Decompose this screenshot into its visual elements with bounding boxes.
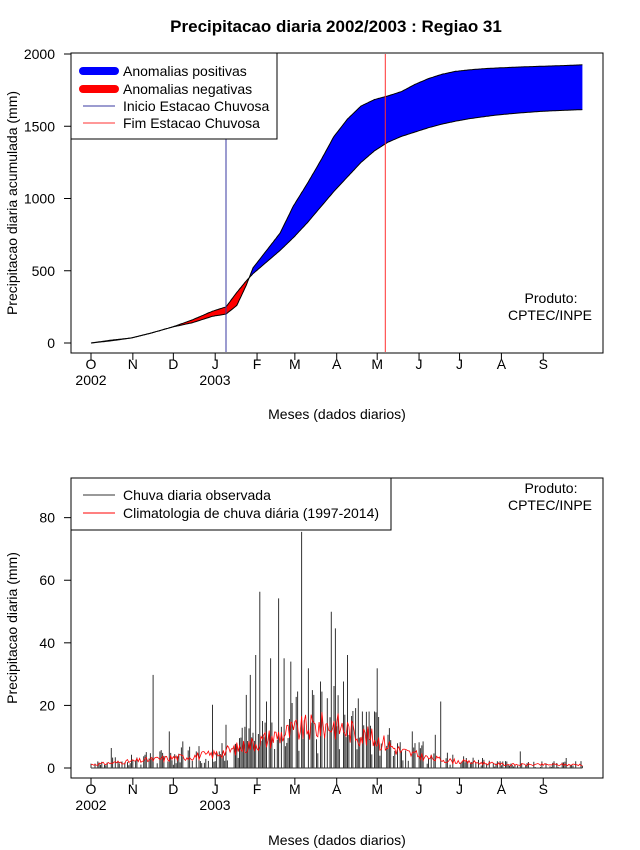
chart2-legend: Chuva diaria observada Climatologia de c… bbox=[70, 477, 392, 531]
chart1-x-label: Meses (dados diarios) bbox=[268, 406, 406, 422]
chart1-x-tick-label: D bbox=[168, 356, 178, 372]
chart1-x-tick-label: O bbox=[86, 356, 97, 372]
positive-anomaly-area bbox=[91, 326, 174, 343]
legend-label-observed: Chuva diaria observada bbox=[123, 487, 271, 503]
chart2-y-tick-label: 60 bbox=[39, 572, 55, 588]
chart2-x-tick-label: S bbox=[539, 781, 548, 797]
legend-label-season-start: Inicio Estacao Chuvosa bbox=[123, 98, 270, 114]
chart2-x-tick-label: J bbox=[212, 781, 219, 797]
chart2-x-tick-label: N bbox=[128, 781, 138, 797]
chart1-x-tick-label: J bbox=[416, 356, 423, 372]
chart1-y-tick-label: 1000 bbox=[24, 191, 55, 207]
chart2-x-tick-label: M bbox=[289, 781, 301, 797]
chart2-y-tick-label: 0 bbox=[47, 760, 55, 776]
chart2-product-label: Produto: bbox=[525, 480, 578, 496]
chart2-marks bbox=[90, 531, 583, 769]
positive-anomaly-area bbox=[249, 64, 583, 279]
chart2-x-tick-label: J bbox=[416, 781, 423, 797]
chart1-x-tick-label: N bbox=[128, 356, 138, 372]
chart2-y-tick-label: 80 bbox=[39, 510, 55, 526]
chart1-x-tick-label: M bbox=[289, 356, 301, 372]
chart1-product-org: CPTEC/INPE bbox=[508, 307, 592, 323]
chart1-y-tick-label: 2000 bbox=[24, 46, 55, 62]
chart2-x-tick-label: A bbox=[497, 781, 507, 797]
chart1-year-2003: 2003 bbox=[199, 372, 230, 388]
chart2-x-tick-label: J bbox=[456, 781, 463, 797]
chart1-x-tick-label: A bbox=[332, 356, 342, 372]
chart-daily: 0 20 40 60 80 O N D J F M A M J J A S 2002 2003 Meses (… bbox=[4, 477, 604, 848]
legend-label-positive: Anomalias positivas bbox=[123, 63, 247, 79]
chart1-x-tick-label: J bbox=[212, 356, 219, 372]
chart1-y-tick-label: 500 bbox=[32, 263, 56, 279]
chart1-legend: Anomalias positivas Anomalias negativas … bbox=[70, 52, 278, 140]
chart2-x-tick-label: A bbox=[332, 781, 342, 797]
chart1-x-tick-label: J bbox=[456, 356, 463, 372]
chart1-marks bbox=[90, 54, 583, 352]
chart2-x-label: Meses (dados diarios) bbox=[268, 832, 406, 848]
chart2-y-tick-label: 40 bbox=[39, 635, 55, 651]
chart2-y-label: Precipitacao diaria (mm) bbox=[4, 552, 20, 704]
chart1-x-tick-label: A bbox=[497, 356, 507, 372]
chart2-legend-box bbox=[70, 477, 392, 531]
chart1-title: Precipitacao diaria 2002/2003 : Regiao 3… bbox=[170, 17, 502, 36]
chart1-x-tick-label: S bbox=[539, 356, 548, 372]
chart2-x-tick-label: M bbox=[371, 781, 383, 797]
chart-cumulative: Precipitacao diaria 2002/2003 : Regiao 3… bbox=[4, 17, 604, 422]
chart1-y-label: Precipitacao diaria acumulada (mm) bbox=[4, 91, 20, 315]
chart2-x-tick-label: D bbox=[168, 781, 178, 797]
legend-label-climatology: Climatologia de chuva diária (1997-2014) bbox=[123, 505, 379, 521]
chart2-year-2003: 2003 bbox=[199, 797, 230, 813]
chart1-y-tick-label: 0 bbox=[47, 335, 55, 351]
chart2-y-axis: 0 20 40 60 80 bbox=[39, 510, 72, 776]
chart1-x-tick-label: M bbox=[371, 356, 383, 372]
chart2-year-2002: 2002 bbox=[75, 797, 106, 813]
climatology-daily-line bbox=[90, 712, 583, 767]
chart1-y-axis: 0 500 1000 1500 2000 bbox=[24, 46, 72, 351]
chart1-y-tick-label: 1500 bbox=[24, 118, 55, 134]
chart2-x-tick-label: F bbox=[253, 781, 262, 797]
climatology-cumulative-line bbox=[90, 109, 583, 344]
legend-label-negative: Anomalias negativas bbox=[123, 81, 252, 97]
chart1-product-label: Produto: bbox=[525, 290, 578, 306]
chart2-product-org: CPTEC/INPE bbox=[508, 497, 592, 513]
chart1-year-2002: 2002 bbox=[75, 372, 106, 388]
chart2-x-tick-label: O bbox=[86, 781, 97, 797]
chart2-y-tick-label: 20 bbox=[39, 697, 55, 713]
legend-label-season-end: Fim Estacao Chuvosa bbox=[123, 115, 260, 131]
chart1-x-tick-label: F bbox=[253, 356, 262, 372]
